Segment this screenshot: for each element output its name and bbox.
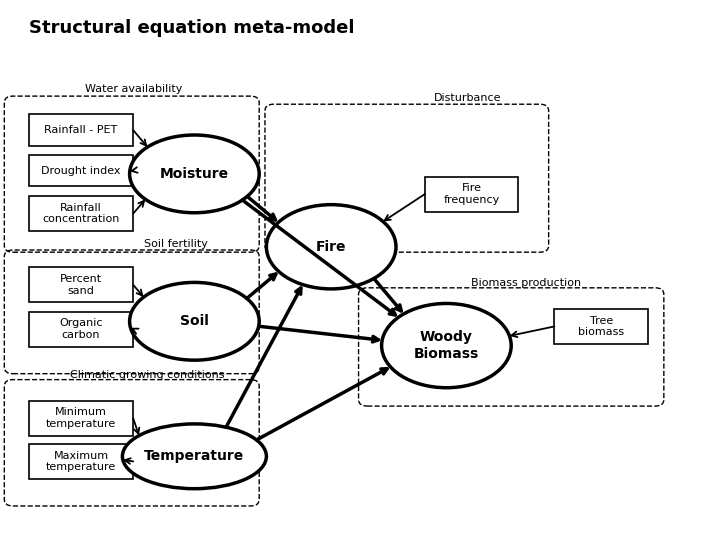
Text: Maximum
temperature: Maximum temperature xyxy=(46,450,116,472)
FancyBboxPatch shape xyxy=(29,444,133,479)
Text: Disturbance: Disturbance xyxy=(434,93,502,103)
Text: Moisture: Moisture xyxy=(160,167,229,181)
Text: Structural equation meta-model: Structural equation meta-model xyxy=(29,19,354,37)
FancyBboxPatch shape xyxy=(29,196,133,231)
Text: Fire: Fire xyxy=(316,240,346,254)
Text: Percent
sand: Percent sand xyxy=(60,274,102,296)
Text: Soil: Soil xyxy=(180,314,209,328)
Ellipse shape xyxy=(130,282,259,360)
Text: Organic
carbon: Organic carbon xyxy=(59,319,103,340)
Ellipse shape xyxy=(130,135,259,213)
Text: Temperature: Temperature xyxy=(144,449,245,463)
Text: Rainfall - PET: Rainfall - PET xyxy=(45,125,117,135)
Text: Tree
biomass: Tree biomass xyxy=(578,315,624,337)
FancyBboxPatch shape xyxy=(29,401,133,436)
FancyBboxPatch shape xyxy=(554,309,648,344)
Text: Drought index: Drought index xyxy=(41,166,121,176)
Text: Soil fertility: Soil fertility xyxy=(145,239,208,249)
FancyBboxPatch shape xyxy=(29,114,133,146)
Text: Minimum
temperature: Minimum temperature xyxy=(46,407,116,429)
Text: Biomass production: Biomass production xyxy=(471,278,580,288)
FancyBboxPatch shape xyxy=(425,177,518,212)
Text: Rainfall
concentration: Rainfall concentration xyxy=(42,203,120,225)
Ellipse shape xyxy=(122,424,266,489)
FancyBboxPatch shape xyxy=(29,312,133,347)
Text: Fire
frequency: Fire frequency xyxy=(444,183,500,205)
Text: Climatic growing conditions: Climatic growing conditions xyxy=(71,370,225,380)
Text: Water availability: Water availability xyxy=(84,84,182,94)
Ellipse shape xyxy=(266,205,396,289)
Ellipse shape xyxy=(382,303,511,388)
FancyBboxPatch shape xyxy=(29,155,133,186)
Text: Woody
Biomass: Woody Biomass xyxy=(414,330,479,361)
FancyBboxPatch shape xyxy=(29,267,133,302)
